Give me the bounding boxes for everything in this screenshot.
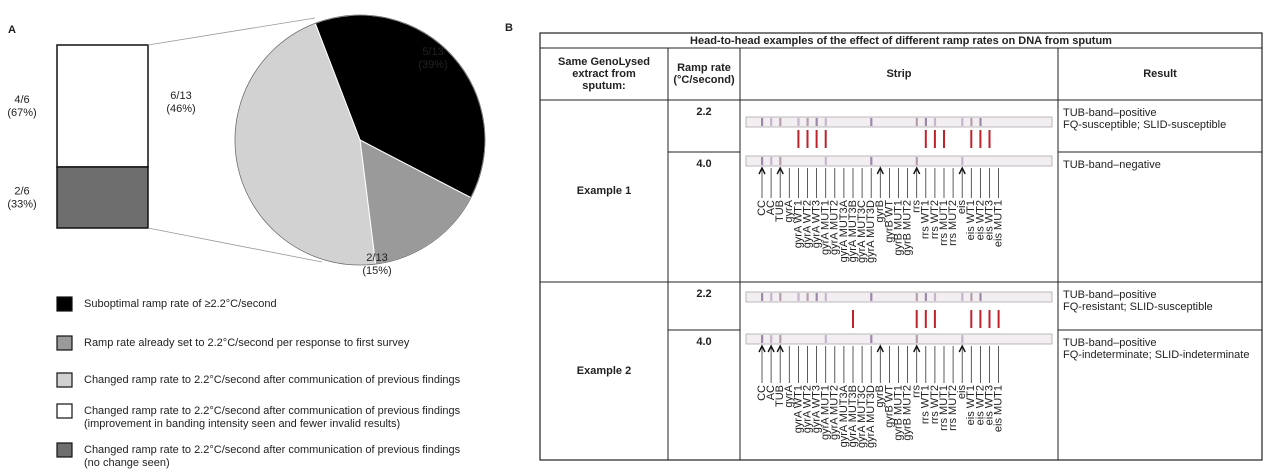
result-text: FQ-susceptible; SLID-susceptible xyxy=(1063,119,1226,131)
legend-swatch xyxy=(57,336,72,350)
strip-band xyxy=(770,293,772,301)
strip-band xyxy=(797,118,799,126)
strip-band xyxy=(779,293,781,301)
column-header: Same GenoLysed xyxy=(558,56,650,68)
legend-text: Changed ramp rate to 2.2°C/second after … xyxy=(84,444,461,456)
strip-band xyxy=(979,118,981,126)
pie-label: (46%) xyxy=(166,103,195,115)
legend-swatch xyxy=(57,404,72,418)
legend-text: (improvement in banding intensity seen a… xyxy=(84,418,400,430)
result-text: TUB-band–positive xyxy=(1063,337,1157,349)
ramp-rate: 2.2 xyxy=(696,106,711,118)
strip-band xyxy=(934,118,936,126)
legend-text: Ramp rate already set to 2.2°C/second pe… xyxy=(84,337,410,349)
bar-label: (67%) xyxy=(7,107,36,119)
pie-label: 5/13 xyxy=(422,46,443,58)
strip-band xyxy=(925,118,927,126)
pie-label: 2/13 xyxy=(366,252,387,264)
strip-band xyxy=(970,293,972,301)
page: {"panel_a":{"label":"A", "pie":{"values"… xyxy=(0,0,1267,476)
bar-segment xyxy=(57,167,148,228)
strip-band xyxy=(916,293,918,301)
column-header: (°C/second) xyxy=(673,74,735,86)
strip-band xyxy=(797,293,799,301)
strip-band xyxy=(934,293,936,301)
strip-band xyxy=(825,335,827,343)
column-header: Ramp rate xyxy=(677,62,731,74)
panel-label: A xyxy=(8,24,16,36)
column-header: sputum: xyxy=(582,80,625,92)
strip xyxy=(746,334,1052,344)
strip-band xyxy=(807,118,809,126)
strip-band xyxy=(916,335,918,343)
result-text: TUB-band–positive xyxy=(1063,289,1157,301)
column-header: extract from xyxy=(572,68,636,80)
bar-segment xyxy=(57,45,148,167)
strip-band xyxy=(825,118,827,126)
strip xyxy=(746,292,1052,302)
strip-band xyxy=(916,157,918,165)
example-name: Example 2 xyxy=(577,365,631,377)
strip-band xyxy=(961,335,963,343)
strip-band xyxy=(970,118,972,126)
legend-text: Suboptimal ramp rate of ≥2.2°C/second xyxy=(84,298,277,310)
strip-band xyxy=(779,157,781,165)
bar-label: 4/6 xyxy=(14,94,29,106)
legend-text: (no change seen) xyxy=(84,457,170,469)
strip-band xyxy=(870,157,872,165)
strip-label: eis MUT1 xyxy=(993,200,1005,247)
strip-band xyxy=(770,157,772,165)
strip-band xyxy=(779,335,781,343)
legend-text: Changed ramp rate to 2.2°C/second after … xyxy=(84,374,461,386)
legend-swatch xyxy=(57,297,72,311)
strip-band xyxy=(961,157,963,165)
result-text: FQ-indeterminate; SLID-indeterminate xyxy=(1063,349,1249,361)
legend-swatch xyxy=(57,373,72,387)
result-text: TUB-band–positive xyxy=(1063,107,1157,119)
strip-band xyxy=(761,157,763,165)
legend-swatch xyxy=(57,443,72,457)
bar-label: 2/6 xyxy=(14,185,29,197)
strip-band xyxy=(825,157,827,165)
strip-band xyxy=(825,293,827,301)
column-header: Result xyxy=(1143,68,1177,80)
strip-band xyxy=(807,293,809,301)
strip-band xyxy=(761,118,763,126)
strip xyxy=(746,117,1052,127)
bar-label: (33%) xyxy=(7,198,36,210)
strip-band xyxy=(870,335,872,343)
strip-band xyxy=(816,118,818,126)
strip-band xyxy=(961,118,963,126)
ramp-rate: 4.0 xyxy=(696,158,711,170)
column-header: Strip xyxy=(886,68,911,80)
result-text: TUB-band–negative xyxy=(1063,159,1161,171)
strip-band xyxy=(816,293,818,301)
strip-band xyxy=(770,118,772,126)
strip-band xyxy=(761,335,763,343)
strip-band xyxy=(761,293,763,301)
table-title: Head-to-head examples of the effect of d… xyxy=(690,35,1112,47)
strip-band xyxy=(770,335,772,343)
pie-label: 6/13 xyxy=(170,90,191,102)
figure: A4/6(67%)2/6(33%)5/13(39%)2/13(15%)6/13(… xyxy=(0,0,1267,476)
strip-band xyxy=(870,293,872,301)
ramp-rate: 4.0 xyxy=(696,336,711,348)
result-text: FQ-resistant; SLID-susceptible xyxy=(1063,301,1213,313)
legend-text: Changed ramp rate to 2.2°C/second after … xyxy=(84,405,461,417)
pie-label: (15%) xyxy=(362,265,391,277)
strip xyxy=(746,156,1052,166)
strip-band xyxy=(961,293,963,301)
strip-label: eis MUT1 xyxy=(993,385,1005,432)
strip-band xyxy=(925,293,927,301)
strip-band xyxy=(870,118,872,126)
example-name: Example 1 xyxy=(577,185,631,197)
strip-band xyxy=(916,118,918,126)
ramp-rate: 2.2 xyxy=(696,288,711,300)
panel-label: B xyxy=(505,22,513,34)
pie-label: (39%) xyxy=(418,59,447,71)
strip-band xyxy=(979,293,981,301)
strip-band xyxy=(779,118,781,126)
